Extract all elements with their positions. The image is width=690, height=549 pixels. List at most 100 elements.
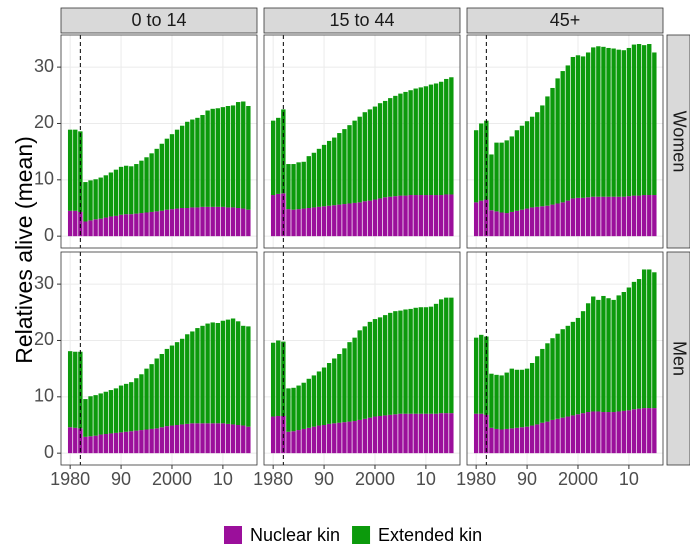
bar-segment bbox=[560, 202, 565, 237]
bar-segment bbox=[565, 200, 570, 237]
bar-segment bbox=[296, 162, 301, 210]
bar-segment bbox=[408, 195, 413, 237]
bar-segment bbox=[509, 136, 514, 212]
bar-segment bbox=[352, 120, 357, 203]
bar-segment bbox=[423, 86, 429, 196]
bar-segment bbox=[388, 312, 393, 415]
bar-segment bbox=[169, 209, 175, 237]
bar-segment bbox=[606, 196, 611, 237]
bar-segment bbox=[357, 419, 362, 454]
bar-segment bbox=[352, 421, 357, 454]
bar-segment bbox=[524, 368, 530, 427]
bar-segment bbox=[362, 201, 367, 237]
bar-segment bbox=[565, 325, 570, 417]
bar-segment bbox=[413, 413, 418, 454]
bar-segment bbox=[174, 424, 180, 454]
bar-segment bbox=[514, 427, 520, 454]
bar-segment bbox=[636, 279, 642, 409]
bar-segment bbox=[144, 368, 149, 430]
bar-segment bbox=[235, 424, 241, 454]
bar-segment bbox=[423, 195, 429, 237]
bar-segment bbox=[159, 353, 164, 428]
bar-segment bbox=[519, 209, 525, 237]
bar-segment bbox=[220, 423, 226, 454]
bar-segment bbox=[626, 287, 632, 411]
bar-segment bbox=[73, 351, 78, 428]
bar-segment bbox=[326, 205, 332, 237]
bar-segment bbox=[108, 172, 114, 217]
bar-segment bbox=[281, 109, 286, 194]
bar-segment bbox=[185, 207, 190, 237]
bar-segment bbox=[560, 71, 565, 203]
bar-segment bbox=[103, 175, 108, 218]
bar-segment bbox=[616, 295, 621, 412]
bar-segment bbox=[596, 299, 601, 412]
bar-segment bbox=[418, 413, 423, 454]
bar-segment bbox=[301, 382, 306, 429]
bar-segment bbox=[306, 207, 311, 237]
bar-segment bbox=[636, 44, 642, 196]
bar-segment bbox=[342, 204, 347, 237]
x-tick-label: 2000 bbox=[355, 469, 395, 489]
bar-segment bbox=[241, 425, 246, 454]
bar-segment bbox=[388, 98, 393, 197]
bar-segment bbox=[540, 206, 545, 237]
bar-segment bbox=[210, 206, 215, 237]
bar-segment bbox=[311, 426, 317, 454]
bar-segment bbox=[225, 207, 231, 237]
bar-segment bbox=[296, 430, 301, 454]
bar-segment bbox=[438, 413, 444, 454]
bar-segment bbox=[641, 195, 647, 237]
bar-segment bbox=[535, 424, 540, 454]
bar-segment bbox=[524, 121, 530, 209]
facet-strip bbox=[60, 7, 258, 34]
y-axis-label: Relatives alive (mean) bbox=[11, 136, 37, 364]
bar-segment bbox=[575, 317, 581, 415]
bar-segment bbox=[215, 323, 220, 424]
bar-segment bbox=[200, 325, 205, 424]
bar-segment bbox=[230, 105, 236, 208]
bar-segment bbox=[473, 413, 479, 454]
bar-segment bbox=[144, 157, 149, 213]
bar-segment bbox=[444, 78, 449, 195]
bar-segment bbox=[529, 116, 535, 208]
bar-segment bbox=[241, 208, 246, 237]
bar-segment bbox=[570, 56, 576, 199]
bar-segment bbox=[550, 419, 555, 454]
bar-segment bbox=[134, 213, 139, 237]
bar-segment bbox=[601, 295, 606, 413]
bar-segment bbox=[225, 106, 231, 208]
x-tick-label: 2000 bbox=[152, 469, 192, 489]
bar-segment bbox=[200, 423, 205, 454]
bar-segment bbox=[159, 143, 164, 211]
bar-segment bbox=[641, 45, 647, 196]
bar-segment bbox=[103, 391, 108, 435]
bar-segment bbox=[205, 423, 210, 454]
bar-segment bbox=[98, 434, 103, 454]
bar-segment bbox=[220, 320, 226, 424]
bar-segment bbox=[225, 423, 231, 454]
bar-segment bbox=[270, 342, 276, 417]
bar-segment bbox=[418, 195, 423, 237]
bar-segment bbox=[540, 105, 545, 207]
bar-segment bbox=[575, 197, 581, 237]
facet-strip bbox=[666, 251, 690, 466]
bar-segment bbox=[403, 413, 408, 454]
legend-swatch bbox=[224, 526, 242, 544]
panel-border bbox=[466, 251, 664, 466]
y-tick-label: 10 bbox=[34, 169, 54, 189]
bar-segment bbox=[179, 424, 185, 454]
bar-segment bbox=[205, 110, 210, 207]
bar-segment bbox=[529, 425, 535, 454]
bar-segment bbox=[98, 218, 103, 237]
bar-segment bbox=[281, 193, 286, 237]
bar-segment bbox=[286, 164, 291, 210]
bar-segment bbox=[601, 196, 606, 237]
bar-segment bbox=[580, 56, 586, 198]
bar-segment bbox=[195, 328, 200, 424]
bar-segment bbox=[535, 356, 540, 425]
bar-segment bbox=[154, 358, 159, 429]
bar-segment bbox=[621, 410, 626, 454]
bar-segment bbox=[545, 205, 550, 237]
facet-strip bbox=[263, 7, 461, 34]
